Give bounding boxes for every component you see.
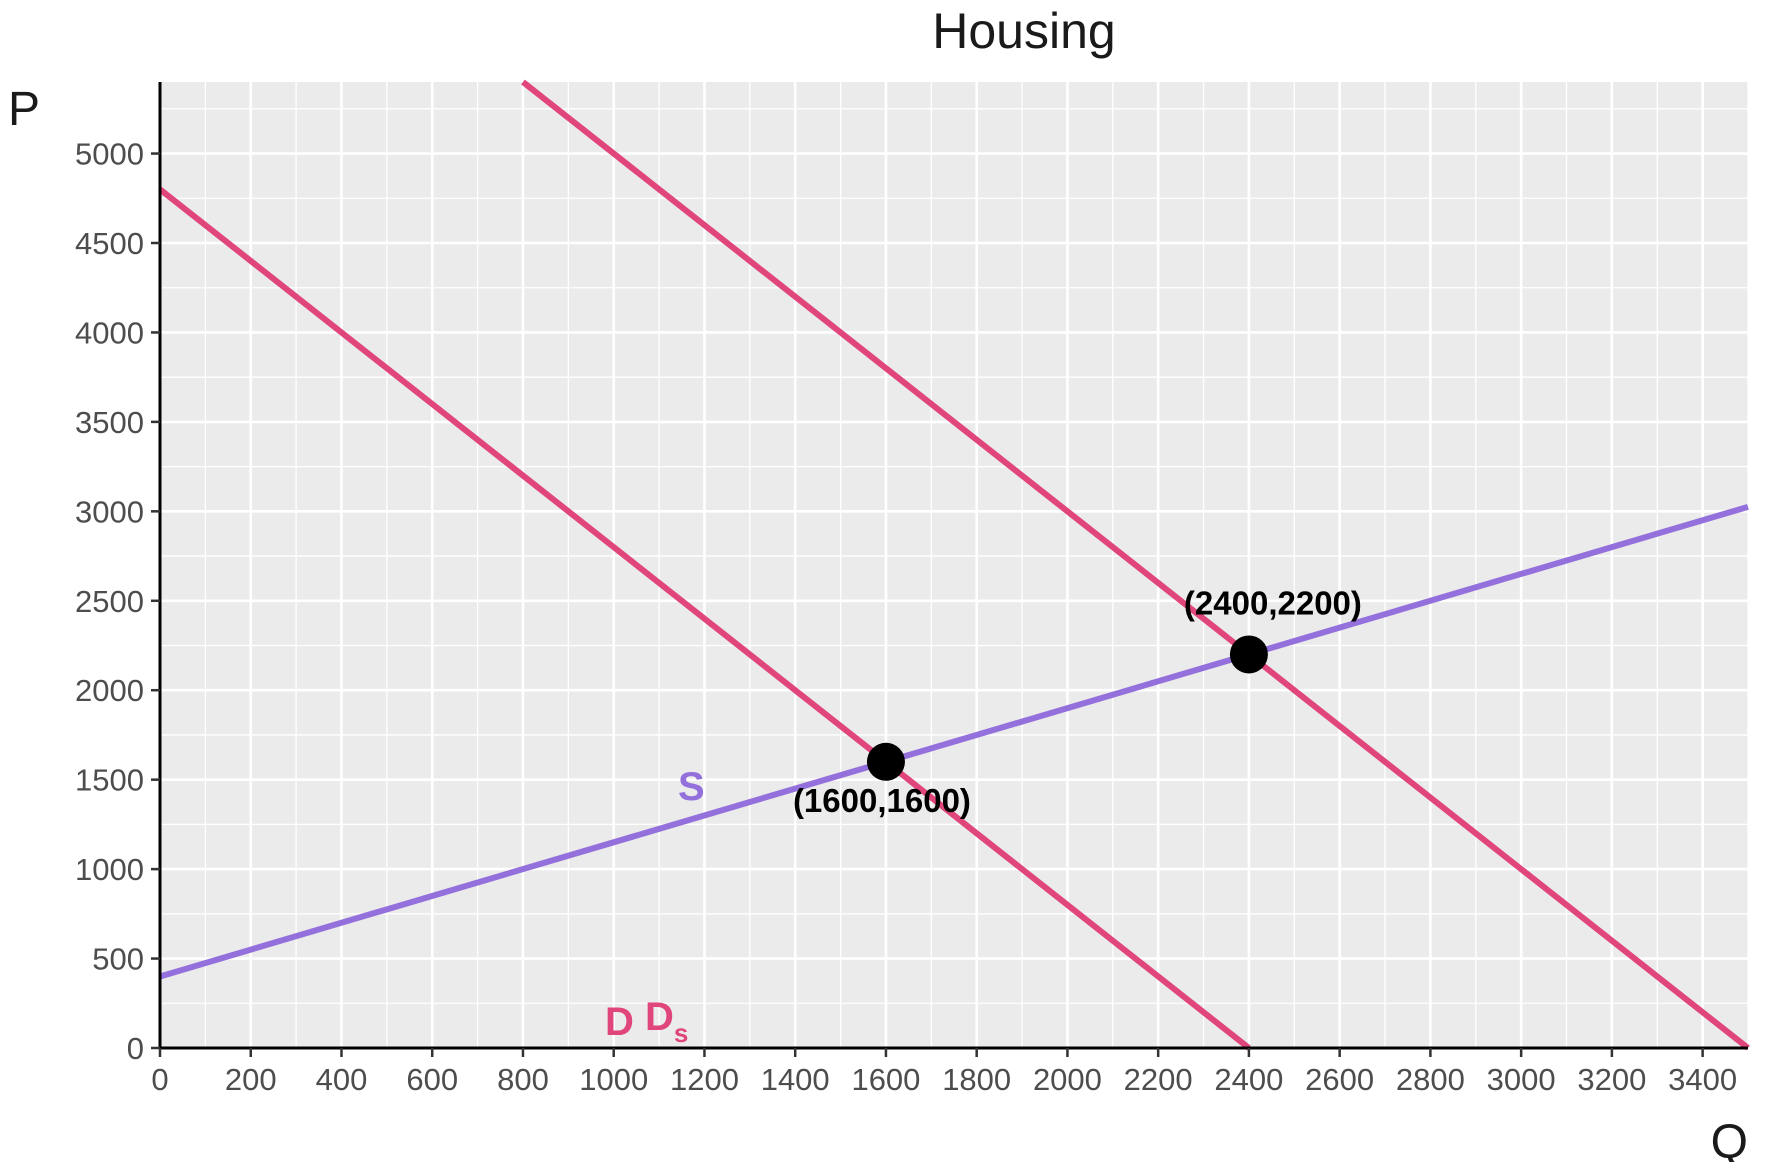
y-tick-label: 3000	[75, 494, 144, 529]
y-axis-title: P	[8, 83, 40, 136]
x-tick-label: 400	[316, 1062, 368, 1097]
series-line-s	[159, 503, 1749, 980]
series-label-d: D	[605, 1000, 634, 1044]
x-tick-label: 3400	[1668, 1062, 1737, 1097]
equilibrium-point	[1229, 635, 1268, 674]
x-tick-label: 3200	[1577, 1062, 1646, 1097]
x-tick-label: 2000	[1033, 1062, 1102, 1097]
y-tick-label: 4000	[75, 315, 144, 350]
x-tick-label: 0	[151, 1062, 168, 1097]
equilibrium-point-label: (1600,1600)	[793, 782, 971, 819]
y-tick-label: 1500	[75, 763, 144, 798]
x-tick-label: 3000	[1487, 1062, 1556, 1097]
equilibrium-point-label: (2400,2200)	[1184, 584, 1362, 621]
y-tick-label: 2500	[75, 584, 144, 619]
y-tick-label: 0	[127, 1031, 144, 1066]
x-tick-label: 200	[225, 1062, 277, 1097]
x-tick-label: 1600	[851, 1062, 920, 1097]
x-tick-label: 800	[497, 1062, 549, 1097]
series-layer: D DsS	[158, 79, 1750, 1051]
x-tick-label: 2800	[1396, 1062, 1465, 1097]
series-line-d	[158, 186, 1251, 1051]
series-line-ds	[521, 79, 1750, 1051]
x-tick-label: 2200	[1124, 1062, 1193, 1097]
y-tick-label: 3500	[75, 405, 144, 440]
x-tick-label: 1400	[761, 1062, 830, 1097]
x-tick-label: 1800	[942, 1062, 1011, 1097]
x-axis-title: Q	[1711, 1116, 1748, 1162]
tick-labels: 0 200 400 600 800 1000 1200 1400 1600 1800 2000 220…	[75, 137, 1737, 1097]
y-tick-label: 500	[92, 942, 144, 977]
y-tick-label: 1000	[75, 852, 144, 887]
x-tick-label: 1200	[670, 1062, 739, 1097]
x-tick-label: 600	[406, 1062, 458, 1097]
equilibrium-point	[866, 742, 905, 781]
y-tick-label: 5000	[75, 137, 144, 172]
y-tick-label: 4500	[75, 226, 144, 261]
points-layer: (1600,1600) (2400,2200)	[793, 584, 1362, 818]
series-label-subscript: s	[674, 1018, 688, 1048]
series-label-s: S	[678, 765, 705, 809]
x-tick-label: 1000	[579, 1062, 648, 1097]
x-tick-label: 2600	[1305, 1062, 1374, 1097]
y-tick-label: 2000	[75, 673, 144, 708]
chart-title: Housing	[932, 3, 1115, 59]
x-tick-label: 2400	[1214, 1062, 1283, 1097]
